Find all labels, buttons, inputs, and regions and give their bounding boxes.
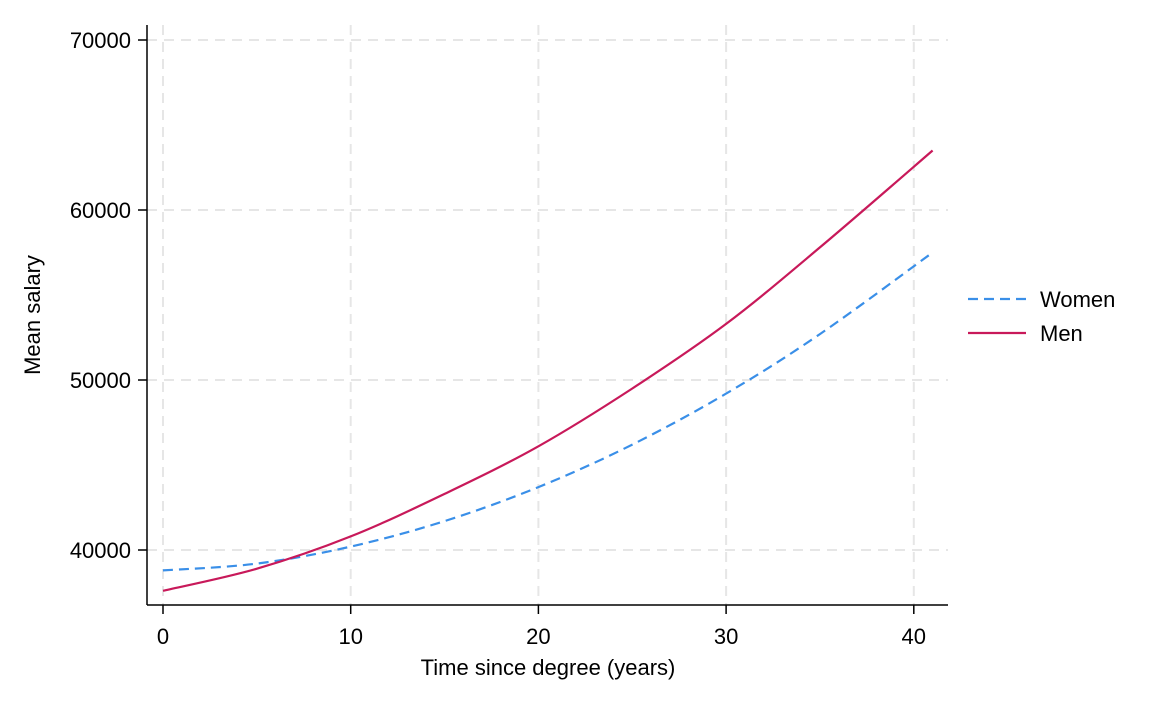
grid bbox=[147, 25, 948, 605]
axes bbox=[146, 25, 948, 606]
x-axis-title: Time since degree (years) bbox=[421, 655, 676, 680]
ticks: 0 10 20 30 40 40000 50000 60000 70000 bbox=[70, 28, 926, 649]
x-tick-label: 30 bbox=[714, 624, 738, 649]
x-tick-label: 20 bbox=[526, 624, 550, 649]
series-line-women bbox=[162, 251, 934, 572]
y-tick-label: 70000 bbox=[70, 28, 131, 53]
y-tick-label: 40000 bbox=[70, 538, 131, 563]
x-tick-label: 10 bbox=[338, 624, 362, 649]
y-tick-label: 50000 bbox=[70, 368, 131, 393]
series-line-men bbox=[162, 149, 934, 592]
x-tick-label: 0 bbox=[157, 624, 169, 649]
legend-label-women: Women bbox=[1040, 287, 1115, 312]
x-tick-label: 40 bbox=[902, 624, 926, 649]
series-lines bbox=[162, 149, 934, 592]
y-axis-title: Mean salary bbox=[20, 255, 45, 375]
legend: Women Men bbox=[968, 287, 1115, 346]
y-tick-label: 60000 bbox=[70, 198, 131, 223]
legend-label-men: Men bbox=[1040, 321, 1083, 346]
